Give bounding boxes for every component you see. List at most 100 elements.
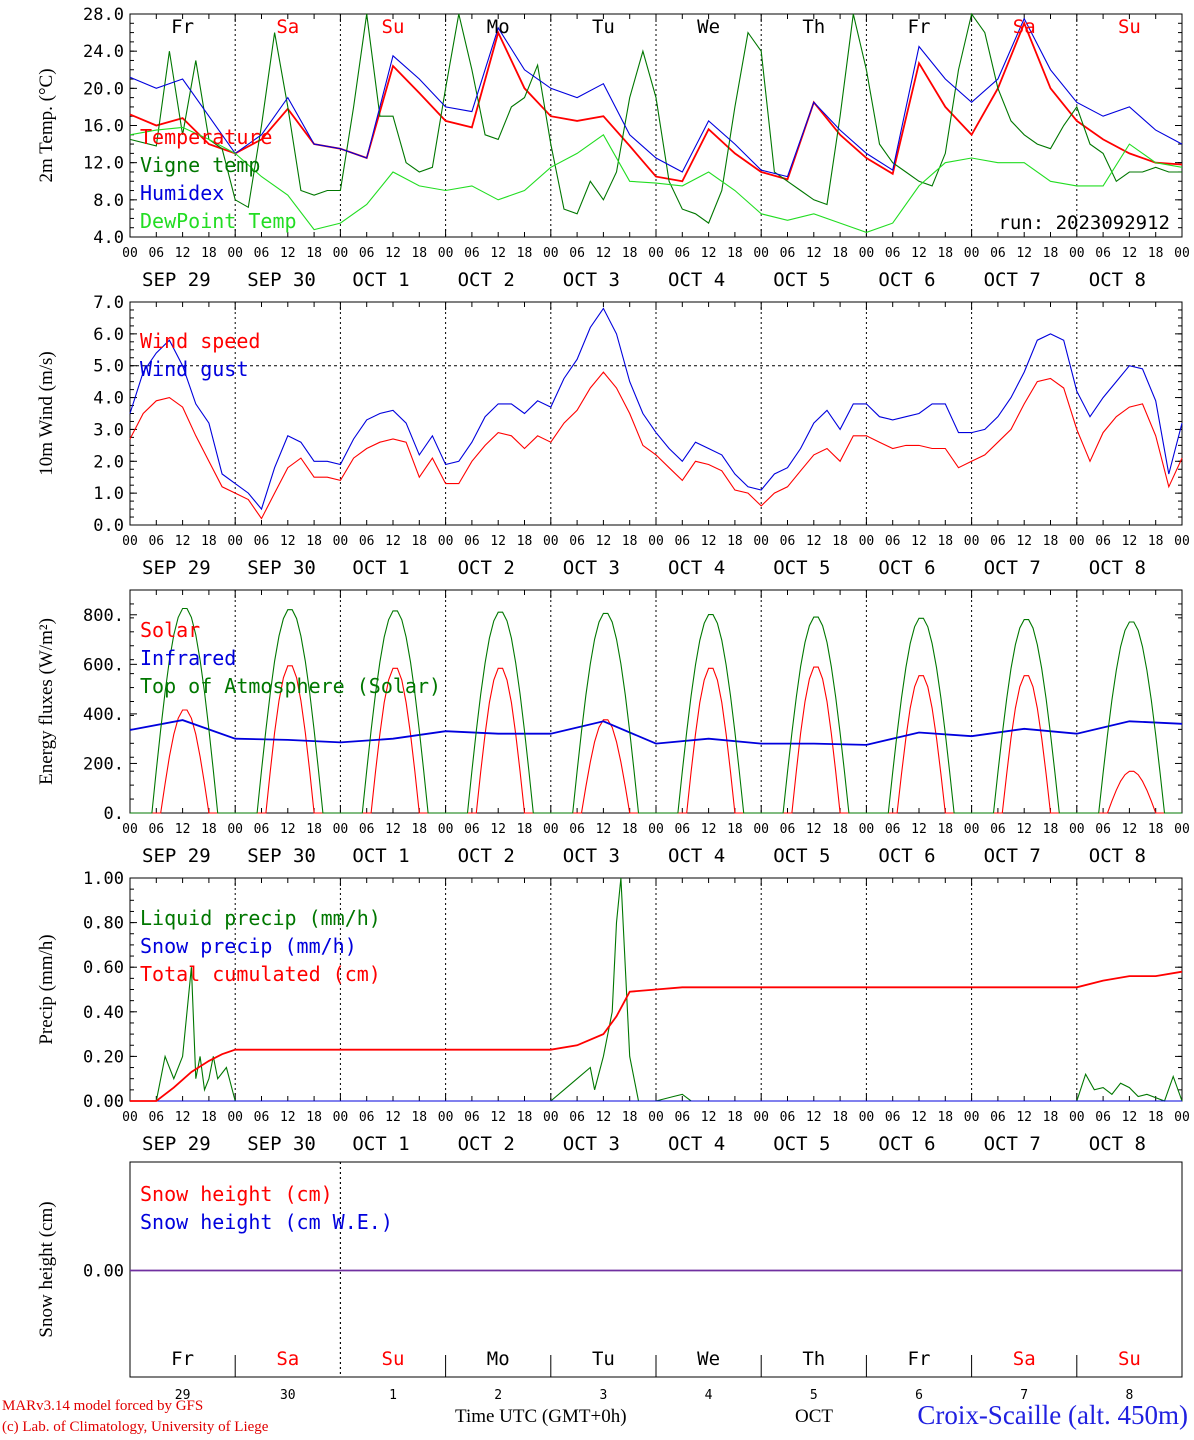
hour-label: 18 <box>727 1110 743 1125</box>
y-tick-label: 16.0 <box>83 117 124 137</box>
hour-label: 12 <box>596 534 612 549</box>
legend-entry: Snow precip (mm/h) <box>140 934 357 958</box>
date-label: SEP 29 <box>142 269 211 291</box>
weekday-label: Tu <box>592 16 615 38</box>
date-label: OCT 1 <box>352 845 409 867</box>
hour-label: 00 <box>333 1110 349 1125</box>
model-credit: MARv3.14 model forced by GFS <box>2 1398 204 1414</box>
hour-label: 06 <box>254 246 270 261</box>
y-tick-label: 800. <box>83 606 124 626</box>
hour-label: 00 <box>438 822 454 837</box>
weekday-label: Mo <box>487 1348 510 1370</box>
hour-label: 00 <box>227 1110 243 1125</box>
hour-label: 06 <box>569 822 585 837</box>
day-number: 6 <box>915 1388 923 1403</box>
hour-label: 06 <box>885 246 901 261</box>
hour-label: 00 <box>1174 1110 1190 1125</box>
hour-label: 06 <box>885 822 901 837</box>
hour-label: 06 <box>359 822 375 837</box>
hour-label: 06 <box>464 822 480 837</box>
hour-label: 00 <box>1069 534 1085 549</box>
date-label: OCT 2 <box>458 557 515 579</box>
hour-label: 12 <box>701 822 717 837</box>
day-number: 2 <box>494 1388 502 1403</box>
hour-label: 18 <box>727 246 743 261</box>
series-line-humidex <box>129 17 1183 178</box>
hour-label: 06 <box>148 1110 164 1125</box>
hour-label: 00 <box>648 534 664 549</box>
hour-label: 00 <box>333 534 349 549</box>
y-tick-label: 7.0 <box>93 293 124 313</box>
hour-label: 00 <box>438 1110 454 1125</box>
y-tick-label: 28.0 <box>83 5 124 25</box>
day-number: 8 <box>1125 1388 1133 1403</box>
hour-label: 06 <box>1095 246 1111 261</box>
hour-label: 06 <box>148 246 164 261</box>
y-axis-label: 10m Wind (m/s) <box>36 351 57 476</box>
weekday-label: Su <box>1118 16 1141 38</box>
hour-label: 12 <box>911 1110 927 1125</box>
hour-label: 00 <box>227 534 243 549</box>
hour-label: 06 <box>1095 822 1111 837</box>
hour-label: 12 <box>701 1110 717 1125</box>
hour-label: 00 <box>753 246 769 261</box>
date-label: OCT 8 <box>1089 845 1146 867</box>
y-tick-label: 12.0 <box>83 154 124 174</box>
hour-label: 06 <box>674 822 690 837</box>
hour-label: 18 <box>832 534 848 549</box>
hour-label: 12 <box>1016 534 1032 549</box>
hour-label: 18 <box>517 246 533 261</box>
weekday-label: Fr <box>908 1348 931 1370</box>
hour-label: 06 <box>780 246 796 261</box>
y-tick-label: 1.0 <box>93 484 124 504</box>
hour-label: 00 <box>122 534 138 549</box>
hour-label: 12 <box>701 246 717 261</box>
station-name: Croix-Scaille (alt. 450m) <box>917 1400 1188 1430</box>
y-tick-label: 8.0 <box>93 191 124 211</box>
hour-label: 06 <box>990 1110 1006 1125</box>
hour-label: 06 <box>569 534 585 549</box>
weekday-label: We <box>697 1348 720 1370</box>
hour-label: 12 <box>280 246 296 261</box>
legend-entry: Snow height (cm) <box>140 1182 333 1206</box>
hour-label: 12 <box>911 822 927 837</box>
hour-label: 12 <box>490 534 506 549</box>
hour-label: 06 <box>148 534 164 549</box>
day-number: 7 <box>1020 1388 1028 1403</box>
hour-label: 00 <box>964 1110 980 1125</box>
date-label: OCT 6 <box>878 1133 935 1155</box>
date-label: OCT 8 <box>1089 1133 1146 1155</box>
hour-label: 00 <box>543 534 559 549</box>
hour-label: 00 <box>227 246 243 261</box>
hour-label: 18 <box>937 822 953 837</box>
y-tick-label: 400. <box>83 705 124 725</box>
y-axis-label: 2m Temp. (°C) <box>36 68 57 182</box>
date-label: OCT 7 <box>984 845 1041 867</box>
hour-label: 18 <box>306 822 322 837</box>
y-axis-label: Energy fluxes (W/m²) <box>36 618 57 785</box>
date-label: OCT 4 <box>668 269 725 291</box>
hour-label: 18 <box>1043 822 1059 837</box>
hour-label: 12 <box>806 822 822 837</box>
lab-credit: (c) Lab. of Climatology, University of L… <box>2 1419 269 1435</box>
hour-label: 12 <box>385 534 401 549</box>
legend-entry: Total cumulated (cm) <box>140 962 381 986</box>
date-label: OCT 4 <box>668 1133 725 1155</box>
y-tick-label: 2.0 <box>93 452 124 472</box>
hour-label: 18 <box>201 1110 217 1125</box>
hour-label: 06 <box>464 246 480 261</box>
date-label: OCT 1 <box>352 269 409 291</box>
series-line-total-cumulated-cm- <box>130 970 1183 1102</box>
date-label: SEP 29 <box>142 845 211 867</box>
date-label: OCT 6 <box>878 557 935 579</box>
hour-label: 00 <box>859 534 875 549</box>
hour-label: 00 <box>859 822 875 837</box>
y-tick-label: 24.0 <box>83 42 124 62</box>
date-label: OCT 2 <box>458 1133 515 1155</box>
series-line-top-of-atmosphere-solar- <box>130 607 1182 814</box>
date-label: OCT 3 <box>563 557 620 579</box>
y-tick-label: 0.00 <box>83 1092 124 1112</box>
hour-label: 12 <box>490 822 506 837</box>
month-label: OCT <box>795 1406 833 1427</box>
hour-label: 12 <box>490 246 506 261</box>
